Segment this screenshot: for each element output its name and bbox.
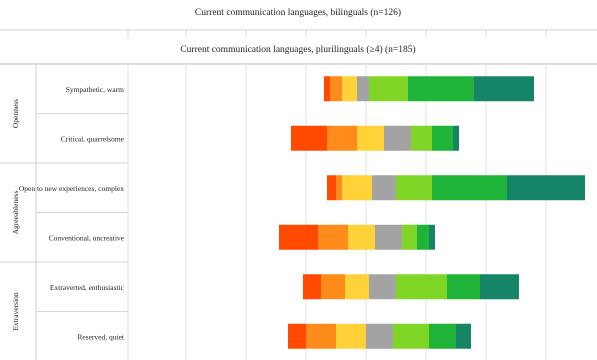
- chart-title-top: Current communication languages, bilingu…: [195, 7, 401, 18]
- bar-segment: [288, 323, 306, 349]
- bar-segment: [357, 76, 369, 102]
- bar-segment: [342, 175, 372, 201]
- bar-segment: [327, 125, 357, 151]
- row-label: Conventional, uncreative: [49, 233, 125, 242]
- bar-segment: [306, 323, 336, 349]
- bar-segment: [507, 175, 585, 201]
- bar-segment: [336, 175, 342, 201]
- bar-segment: [417, 224, 429, 250]
- bar-segment: [396, 274, 447, 300]
- bar-segment: [366, 323, 393, 349]
- bar-segment: [324, 76, 330, 102]
- bar-segment: [396, 175, 432, 201]
- bar-segment: [402, 224, 417, 250]
- bar-segment: [447, 274, 480, 300]
- bar-segment: [327, 175, 336, 201]
- bar-segment: [456, 323, 471, 349]
- bar-segment: [357, 125, 384, 151]
- bar-segment: [474, 76, 534, 102]
- bar-segment: [321, 274, 345, 300]
- bar-segment: [369, 274, 396, 300]
- bar-segment: [345, 274, 369, 300]
- gridlines: [127, 64, 547, 360]
- bar-segment: [453, 125, 459, 151]
- bar-segment: [318, 224, 348, 250]
- row-label: Extraverted, enthusiastic: [50, 283, 125, 292]
- row-label: Reserved, quiet: [77, 332, 125, 341]
- bar-segment: [384, 125, 411, 151]
- bar-segment: [429, 323, 456, 349]
- row-label: Sympathetic, warm: [66, 85, 124, 94]
- group-label: Extraversion: [11, 292, 20, 331]
- bar-segment: [480, 274, 519, 300]
- bar-segment: [303, 274, 321, 300]
- bar-segment: [432, 125, 453, 151]
- bars: [279, 76, 585, 349]
- bar-segment: [411, 125, 432, 151]
- bar-segment: [348, 224, 375, 250]
- bar-segment: [330, 76, 342, 102]
- bar-segment: [429, 224, 435, 250]
- group-label: Agreeableness: [11, 191, 20, 235]
- bar-segment: [279, 224, 318, 250]
- bar-segment: [393, 323, 429, 349]
- bar-segment: [291, 125, 327, 151]
- group-labels: Openness Agreeableness Extraversion: [0, 99, 36, 331]
- row-label: Critical, quarrelsome: [61, 134, 125, 143]
- bar-segment: [369, 76, 408, 102]
- bar-segment: [342, 76, 357, 102]
- chart-title: Current communication languages, plurili…: [180, 44, 415, 55]
- bar-segment: [408, 76, 474, 102]
- row-labels: Sympathetic, warm Critical, quarrelsome Op…: [19, 85, 128, 341]
- bar-segment: [336, 323, 366, 349]
- bar-segment: [432, 175, 507, 201]
- group-label: Openness: [11, 99, 20, 128]
- bar-segment: [375, 224, 402, 250]
- row-label: Open to new experiences, complex: [19, 184, 124, 193]
- bar-segment: [372, 175, 396, 201]
